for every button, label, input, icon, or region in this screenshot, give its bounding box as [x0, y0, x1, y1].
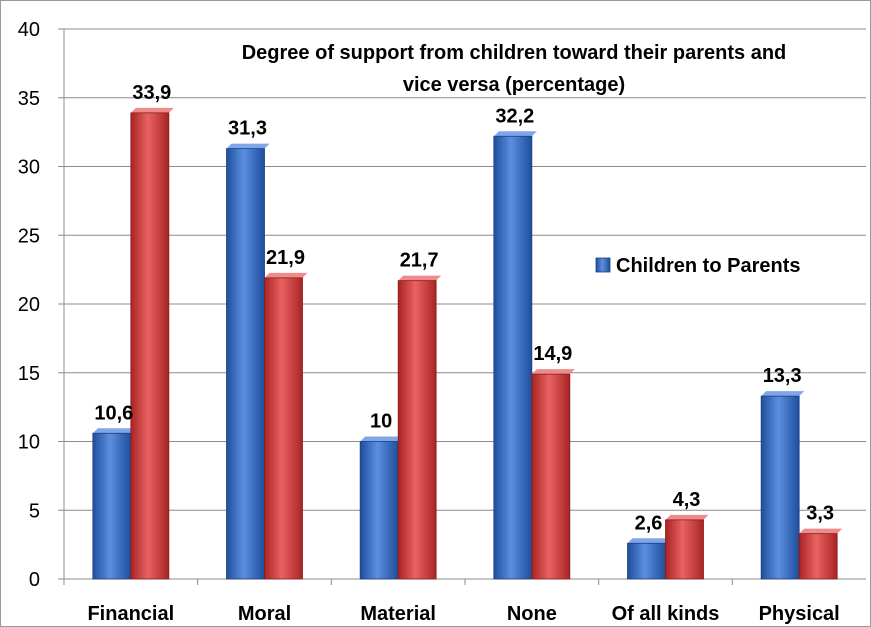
data-label: 10 [370, 411, 392, 433]
chart-title-line: Degree of support from children toward t… [242, 42, 787, 64]
bar-top-red [130, 107, 174, 113]
data-label: 4,3 [673, 489, 701, 511]
bar-top-red [264, 272, 308, 278]
bar-parents-to-children [130, 112, 170, 580]
y-tick-label: 35 [18, 88, 40, 110]
bar-parents-to-children [531, 373, 571, 580]
y-tick-label: 15 [18, 363, 40, 385]
x-category-label: Financial [87, 603, 174, 625]
bar-children-to-parents [493, 135, 533, 580]
bar-children-to-parents [627, 542, 666, 580]
bar-top-blue [493, 131, 537, 137]
data-label: 14,9 [533, 343, 572, 365]
data-label: 13,3 [763, 365, 802, 387]
data-label: 31,3 [228, 118, 267, 140]
bar-top-blue [627, 538, 671, 544]
bar-top-blue [360, 436, 404, 442]
y-tick-label: 20 [18, 294, 40, 316]
bars [92, 107, 843, 580]
data-label: 21,7 [400, 250, 439, 272]
data-label: 33,9 [132, 82, 171, 104]
gridlines [64, 28, 866, 511]
bar-top-red [665, 514, 709, 520]
bar-children-to-parents [92, 432, 132, 580]
y-tick-label: 10 [18, 432, 40, 454]
y-tick-label: 25 [18, 225, 40, 247]
chart-title-line: vice versa (percentage) [403, 74, 625, 96]
data-label: 32,2 [495, 105, 534, 127]
bar-top-red [531, 369, 575, 375]
y-tick-label: 5 [29, 500, 40, 522]
axes: 0 5 10 15 20 25 30 35 40 Financial Moral Material No… [18, 19, 866, 625]
bar-children-to-parents [760, 395, 800, 580]
bar-parents-to-children [397, 280, 437, 580]
y-tick-label: 0 [29, 569, 40, 591]
data-label: 3,3 [806, 503, 834, 525]
data-labels: 10,6 33,9 31,3 21,9 10 21,7 32,2 14,9 2,6 4,3 13,3… [94, 82, 834, 534]
bar-parents-to-children [798, 533, 838, 580]
bar-top-red [398, 275, 442, 281]
data-label: 10,6 [94, 402, 133, 424]
x-category-label: None [507, 603, 557, 625]
data-label: 21,9 [266, 247, 305, 269]
data-label: 2,6 [635, 512, 663, 534]
bar-children-to-parents [226, 148, 265, 580]
bar-children-to-parents [359, 441, 399, 580]
bar-top-blue [761, 391, 805, 397]
chart-text: Degree of support from children toward t… [242, 42, 801, 277]
bar-top-red [799, 528, 843, 534]
legend-swatch [595, 257, 611, 273]
x-category-label: Material [360, 603, 436, 625]
y-tick-label: 40 [18, 19, 40, 41]
bar-top-blue [226, 143, 270, 149]
x-category-label: Of all kinds [612, 603, 720, 625]
y-tick-label: 30 [18, 157, 40, 179]
bar-parents-to-children [665, 519, 704, 580]
bar-parents-to-children [264, 277, 303, 580]
x-category-label: Physical [759, 603, 840, 625]
legend-label: Children to Parents [616, 255, 800, 277]
x-category-label: Moral [238, 603, 291, 625]
bar-top-blue [92, 428, 136, 434]
